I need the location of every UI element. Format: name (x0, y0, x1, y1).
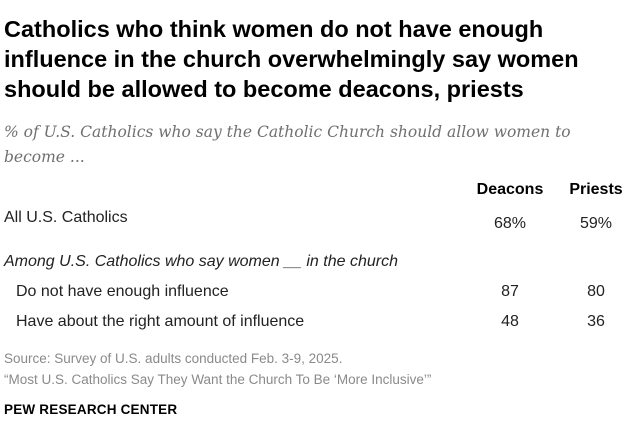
value-right-amount-deacons: 48 (501, 313, 519, 330)
value-right-amount-priests: 36 (587, 313, 605, 330)
row-label-right-amount-influence: Have about the right amount of influence (16, 313, 305, 330)
value-all-deacons: 68% (493, 215, 527, 232)
chart-subtitle: % of U.S. Catholics who say the Catholic… (4, 123, 571, 166)
source-report-title: “Most U.S. Catholics Say They Want the C… (4, 372, 432, 387)
value-not-enough-deacons: 87 (501, 283, 519, 300)
pew-research-center-logo: PEW RESEARCH CENTER (4, 402, 178, 417)
row-label-not-enough-influence: Do not have enough influence (16, 283, 229, 300)
column-header-priests: Priests (569, 181, 623, 198)
chart-title: Catholics who think women do not have en… (4, 16, 579, 102)
source-note: Source: Survey of U.S. adults conducted … (4, 351, 343, 366)
section-label: Among U.S. Catholics who say women __ in… (4, 253, 398, 270)
row-label-all-catholics: All U.S. Catholics (4, 209, 128, 226)
value-not-enough-priests: 80 (587, 283, 605, 300)
column-header-deacons: Deacons (476, 181, 544, 198)
value-all-priests: 59% (579, 215, 613, 232)
